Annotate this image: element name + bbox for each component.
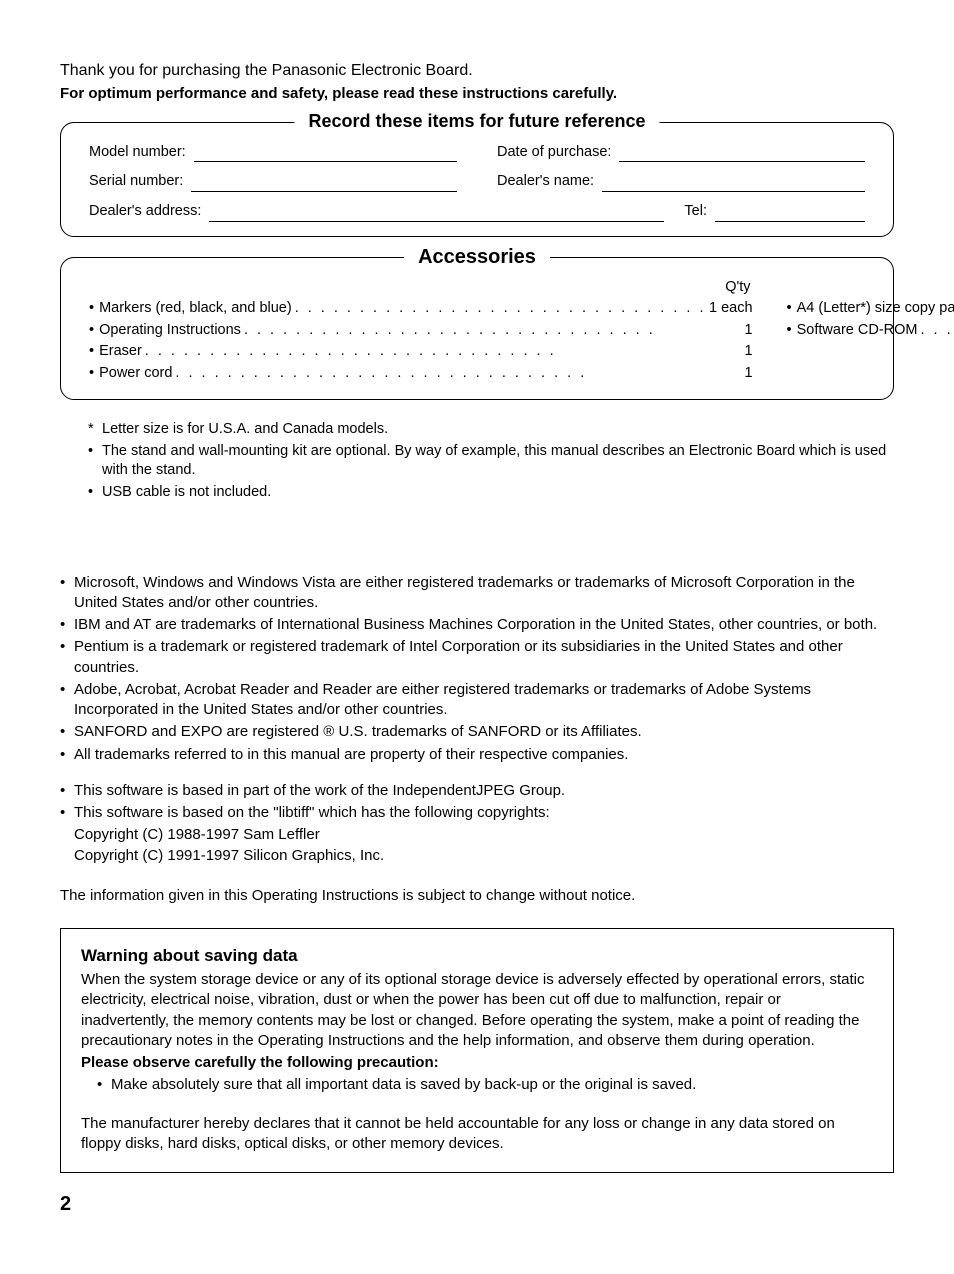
software-note-libtiff: This software is based on the "libtiff" … <box>74 803 894 823</box>
footnote-text: USB cable is not included. <box>102 483 894 503</box>
accessories-col-right: Q'ty •A4 (Letter*) size copy paper roll … <box>787 278 954 386</box>
record-box: Record these items for future reference … <box>60 122 894 237</box>
acc-qty: 1 <box>744 321 752 341</box>
footnote-text: Letter size is for U.S.A. and Canada mod… <box>102 420 894 440</box>
line-serial[interactable] <box>191 178 457 192</box>
acc-label: Operating Instructions <box>99 321 241 341</box>
field-dealer-addr: Dealer's address: Tel: <box>89 202 865 222</box>
label-model: Model number: <box>89 143 186 163</box>
label-serial: Serial number: <box>89 172 183 192</box>
software-note-jpeg: This software is based in part of the wo… <box>74 781 894 801</box>
acc-item: •A4 (Letter*) size copy paper roll (10 m… <box>787 299 954 319</box>
acc-item: •Eraser. . . . . . . . . . . . . . . . .… <box>89 342 753 362</box>
warning-body: When the system storage device or any of… <box>81 970 873 1051</box>
bullet-icon: • <box>60 781 74 801</box>
bullet-icon: • <box>60 745 74 765</box>
acc-item: •Software CD-ROM. . . . . . . . . . . . … <box>787 321 954 341</box>
bullet-icon: • <box>60 637 74 678</box>
accessories-box: Accessories Q'ty •Markers (red, black, a… <box>60 257 894 401</box>
bullet-icon: • <box>88 442 102 481</box>
bullet-icon: • <box>97 1075 111 1095</box>
bullet-icon: • <box>60 803 74 823</box>
bullet-icon: • <box>60 573 74 614</box>
copyright-line: Copyright (C) 1988-1997 Sam Leffler <box>60 825 894 845</box>
footnotes: *Letter size is for U.S.A. and Canada mo… <box>60 420 894 502</box>
warning-bullet-text: Make absolutely sure that all important … <box>111 1075 696 1095</box>
copyright-line: Copyright (C) 1991-1997 Silicon Graphics… <box>60 846 894 866</box>
qty-header-left: Q'ty <box>89 278 753 298</box>
acc-item: •Markers (red, black, and blue). . . . .… <box>89 299 753 319</box>
acc-qty: 1 each <box>709 299 753 319</box>
page-number: 2 <box>60 1191 894 1218</box>
line-tel[interactable] <box>715 208 865 222</box>
trademark-text: Adobe, Acrobat, Acrobat Reader and Reade… <box>74 680 894 721</box>
acc-label: Eraser <box>99 342 142 362</box>
label-date: Date of purchase: <box>497 143 611 163</box>
line-date[interactable] <box>619 148 865 162</box>
acc-item: •Power cord. . . . . . . . . . . . . . .… <box>89 364 753 384</box>
acc-qty: 1 <box>744 364 752 384</box>
subject-to-change: The information given in this Operating … <box>60 886 894 906</box>
acc-label: Power cord <box>99 364 172 384</box>
bullet-icon: • <box>88 483 102 503</box>
warning-sub: Please observe carefully the following p… <box>81 1053 873 1073</box>
trademark-text: SANFORD and EXPO are registered ® U.S. t… <box>74 722 894 742</box>
acc-label: Markers (red, black, and blue) <box>99 299 292 319</box>
field-dealer-name: Dealer's name: <box>497 172 865 192</box>
line-model[interactable] <box>194 148 457 162</box>
footnote-text: The stand and wall-mounting kit are opti… <box>102 442 894 481</box>
accessories-title: Accessories <box>404 244 550 271</box>
warning-declare: The manufacturer hereby declares that it… <box>81 1114 873 1155</box>
field-model: Model number: <box>89 143 457 163</box>
acc-label: A4 (Letter*) size copy paper roll (10 m) <box>797 299 954 319</box>
warning-box: Warning about saving data When the syste… <box>60 928 894 1173</box>
trademark-text: IBM and AT are trademarks of Internation… <box>74 615 894 635</box>
field-serial: Serial number: <box>89 172 457 192</box>
bullet-icon: • <box>60 615 74 635</box>
accessories-col-left: Q'ty •Markers (red, black, and blue). . … <box>89 278 753 386</box>
intro-line-1: Thank you for purchasing the Panasonic E… <box>60 60 894 82</box>
warning-title: Warning about saving data <box>81 945 873 968</box>
acc-label: Software CD-ROM <box>797 321 918 341</box>
bullet-icon: • <box>60 722 74 742</box>
intro-line-2: For optimum performance and safety, plea… <box>60 84 894 104</box>
trademark-list: •Microsoft, Windows and Windows Vista ar… <box>60 573 894 866</box>
field-date: Date of purchase: <box>497 143 865 163</box>
label-dealer-addr: Dealer's address: <box>89 202 201 222</box>
acc-qty: 1 <box>744 342 752 362</box>
line-dealer-addr[interactable] <box>209 208 664 222</box>
trademark-text: Microsoft, Windows and Windows Vista are… <box>74 573 894 614</box>
trademark-text: All trademarks referred to in this manua… <box>74 745 894 765</box>
qty-header-right: Q'ty <box>787 278 954 298</box>
line-dealer-name[interactable] <box>602 178 865 192</box>
label-dealer-name: Dealer's name: <box>497 172 594 192</box>
record-box-title: Record these items for future reference <box>294 109 659 133</box>
note-star-icon: * <box>88 420 102 440</box>
trademark-text: Pentium is a trademark or registered tra… <box>74 637 894 678</box>
label-tel: Tel: <box>684 202 707 222</box>
bullet-icon: • <box>60 680 74 721</box>
acc-item: •Operating Instructions. . . . . . . . .… <box>89 321 753 341</box>
